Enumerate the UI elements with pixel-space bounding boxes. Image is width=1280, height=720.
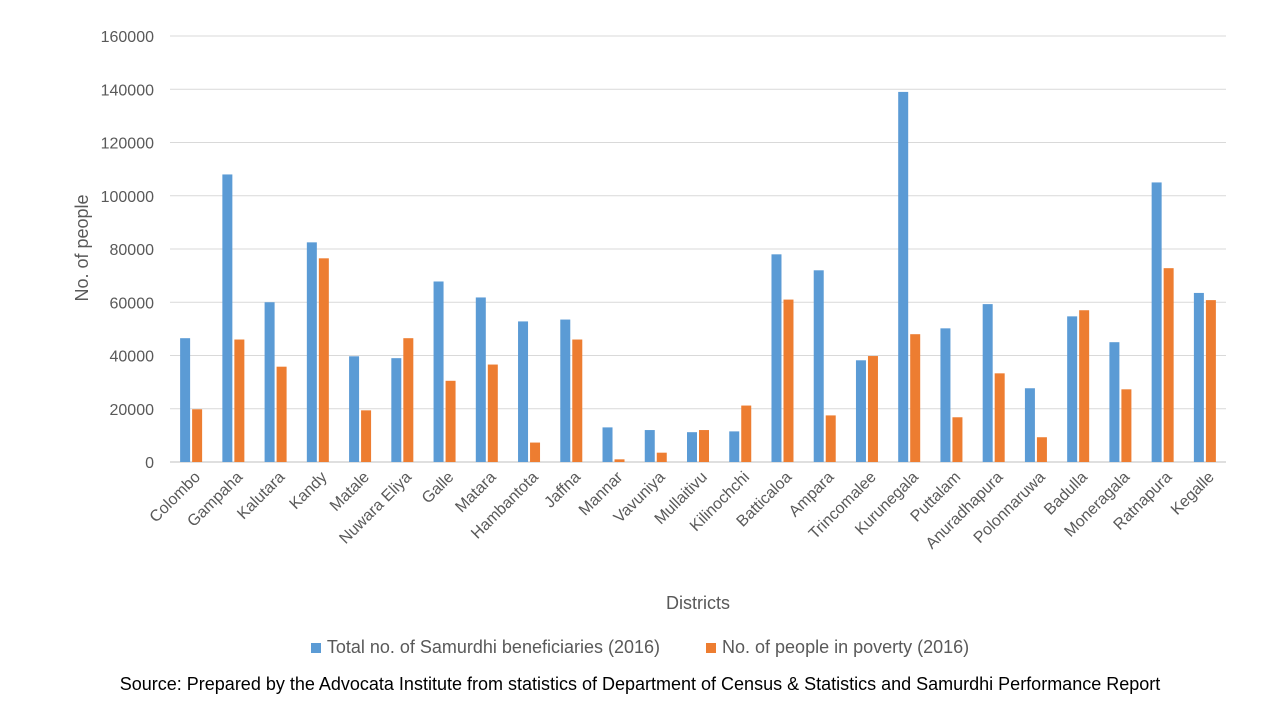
- y-tick-label: 20000: [110, 402, 155, 419]
- bar-beneficiaries: [1067, 316, 1078, 462]
- y-tick-label: 160000: [101, 29, 154, 46]
- bar-beneficiaries: [644, 430, 655, 462]
- legend-swatch-beneficiaries: [310, 642, 321, 653]
- y-tick-label: 60000: [110, 295, 155, 312]
- bar-beneficiaries: [222, 174, 233, 462]
- legend-label-poverty: No. of people in poverty (2016): [722, 637, 970, 657]
- y-tick-label: 100000: [101, 189, 154, 206]
- bar-poverty: [234, 339, 245, 462]
- legend-item-poverty: No. of people in poverty (2016): [706, 637, 969, 658]
- bar-beneficiaries: [391, 358, 402, 462]
- y-tick-label: 80000: [110, 242, 155, 259]
- bar-poverty: [445, 380, 456, 462]
- legend-label-beneficiaries: Total no. of Samurdhi beneficiaries (201…: [326, 637, 661, 657]
- bar-beneficiaries: [898, 91, 909, 462]
- bar-beneficiaries: [433, 281, 444, 462]
- bar-poverty: [1163, 268, 1174, 462]
- bar-beneficiaries: [1109, 342, 1120, 462]
- bar-poverty: [867, 356, 878, 462]
- bars: [180, 91, 1216, 462]
- bar-poverty: [361, 410, 372, 462]
- bar-poverty: [1205, 300, 1216, 462]
- x-category-label: Kalutara: [234, 469, 288, 523]
- bar-poverty: [1036, 437, 1047, 462]
- bar-beneficiaries: [1151, 182, 1162, 462]
- bar-poverty: [699, 430, 709, 462]
- y-tick-label: 40000: [110, 349, 155, 366]
- bar-poverty: [318, 258, 329, 462]
- bar-beneficiaries: [1024, 388, 1035, 462]
- bar-beneficiaries: [813, 270, 824, 462]
- bar-beneficiaries: [349, 356, 360, 462]
- bar-beneficiaries: [771, 254, 782, 462]
- bar-beneficiaries: [602, 427, 613, 462]
- x-category-label: Galle: [419, 469, 458, 508]
- bar-poverty: [952, 417, 963, 462]
- source-note: Source: Prepared by the Advocata Institu…: [119, 674, 1161, 694]
- bar-beneficiaries: [855, 360, 866, 462]
- legend-swatch-poverty: [706, 642, 717, 653]
- x-category-labels: ColomboGampahaKalutaraKandyMataleNuwara …: [147, 468, 1218, 552]
- y-tick-label: 120000: [101, 136, 154, 153]
- bar-poverty: [572, 339, 583, 462]
- bar-poverty: [192, 409, 203, 462]
- y-tick-label: 0: [145, 455, 154, 472]
- bar-poverty: [403, 338, 414, 462]
- bar-poverty: [825, 415, 836, 462]
- bar-beneficiaries: [560, 319, 571, 462]
- x-category-label: Kegalle: [1168, 469, 1218, 519]
- bar-poverty: [741, 405, 752, 462]
- gridlines: [170, 35, 1226, 463]
- bar-poverty: [614, 459, 625, 462]
- bar-beneficiaries: [518, 321, 529, 462]
- bar-poverty: [1121, 389, 1132, 462]
- bar-poverty: [656, 452, 667, 462]
- bar-beneficiaries: [306, 242, 317, 462]
- bar-beneficiaries: [264, 302, 275, 462]
- y-tick-label: 140000: [101, 82, 154, 99]
- x-axis-title: Districts: [666, 593, 730, 613]
- bar-beneficiaries: [475, 297, 486, 462]
- bar-beneficiaries: [729, 431, 740, 462]
- x-category-label: Kandy: [287, 469, 331, 513]
- bar-poverty: [530, 442, 541, 462]
- bar-poverty: [994, 373, 1005, 462]
- bar-poverty: [276, 366, 287, 462]
- bar-poverty: [1079, 310, 1090, 462]
- bar-poverty: [487, 364, 498, 462]
- bar-beneficiaries: [1193, 292, 1204, 462]
- y-axis-title: No. of people: [72, 194, 92, 301]
- legend-item-beneficiaries: Total no. of Samurdhi beneficiaries (201…: [310, 637, 661, 658]
- bar-poverty: [910, 334, 921, 462]
- bar-beneficiaries: [982, 304, 993, 462]
- y-tick-labels: 0 20000 40000 60000 80000 100000 120000 140000 1…: [101, 29, 154, 472]
- bar-beneficiaries: [687, 432, 697, 462]
- bar-beneficiaries: [180, 338, 191, 462]
- bar-poverty: [783, 299, 794, 462]
- legend: Total no. of Samurdhi beneficiaries (201…: [0, 637, 1280, 658]
- bar-beneficiaries: [940, 328, 951, 462]
